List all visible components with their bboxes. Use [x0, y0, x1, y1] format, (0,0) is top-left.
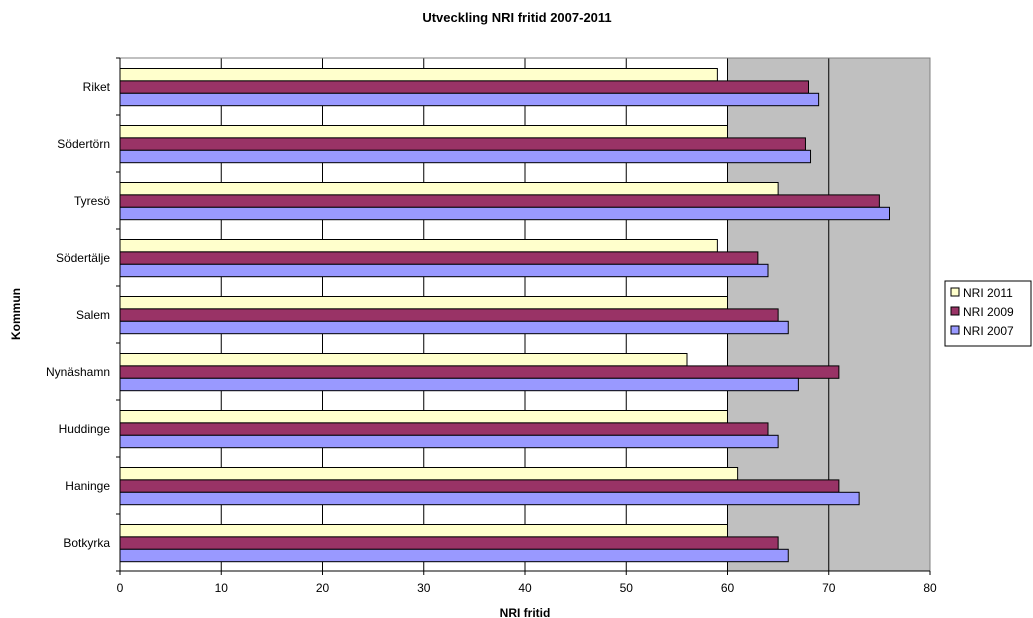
bar: [119, 149, 812, 164]
bar: [119, 194, 880, 208]
category-label: Salem: [76, 308, 110, 322]
x-tick-label: 50: [620, 581, 634, 595]
bar: [119, 137, 806, 151]
bar: [119, 80, 809, 94]
bar: [119, 491, 860, 506]
y-axis-label: Kommun: [9, 288, 23, 340]
bar: [119, 548, 789, 563]
x-tick-label: 0: [117, 581, 124, 595]
x-axis-label: NRI fritid: [500, 606, 551, 618]
bar: [119, 308, 779, 322]
x-tick-label: 10: [215, 581, 229, 595]
category-label: Riket: [83, 80, 111, 94]
legend-label: NRI 2009: [963, 305, 1014, 319]
bar: [119, 296, 728, 310]
category-label: Tyresö: [74, 194, 110, 208]
bar: [119, 365, 840, 379]
x-tick-label: 40: [518, 581, 532, 595]
bar: [119, 479, 840, 493]
bar: [119, 251, 759, 265]
chart-title: Utveckling NRI fritid 2007-2011: [422, 10, 611, 25]
category-label: Nynäshamn: [46, 365, 110, 379]
bar: [119, 536, 779, 550]
category-label: Haninge: [65, 479, 110, 493]
legend-swatch: [950, 287, 960, 297]
legend-swatch: [950, 325, 960, 335]
category-label: Södertörn: [57, 137, 110, 151]
x-tick-label: 60: [721, 581, 735, 595]
bar: [119, 182, 779, 196]
x-tick-label: 30: [417, 581, 431, 595]
bar: [119, 206, 890, 221]
category-label: Södertälje: [56, 251, 110, 265]
bar: [119, 524, 728, 538]
x-tick-label: 20: [316, 581, 330, 595]
bar: [119, 434, 779, 449]
bar: [119, 125, 728, 139]
x-tick-label: 80: [923, 581, 937, 595]
bar: [119, 92, 820, 107]
bar: [119, 263, 769, 278]
bar: [119, 422, 769, 436]
legend: NRI 2011 NRI 2009 NRI 2007: [944, 280, 1032, 347]
x-tick-label: 70: [822, 581, 836, 595]
legend-label: NRI 2007: [963, 324, 1014, 338]
bar: [119, 68, 718, 82]
bar: [119, 410, 728, 424]
bar: [119, 377, 799, 392]
plot-area: 0 10 20 30 40 50 60 70 80 Riket Södertörn Tyresö Söd…: [46, 57, 937, 595]
category-label: Huddinge: [59, 422, 111, 436]
legend-label: NRI 2011: [963, 286, 1013, 300]
category-label: Botkyrka: [63, 536, 110, 550]
bar: [119, 467, 739, 481]
bar: [119, 353, 688, 367]
bar: [119, 239, 718, 253]
bar: [119, 320, 789, 335]
legend-swatch: [950, 306, 960, 316]
